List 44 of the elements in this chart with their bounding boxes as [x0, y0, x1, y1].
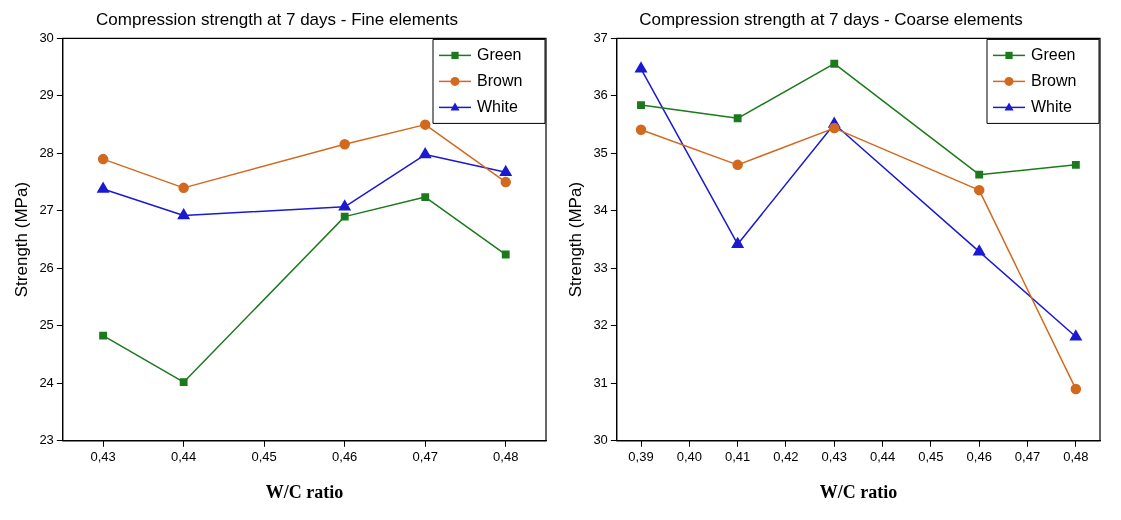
y-tick-label: 23 — [39, 432, 54, 448]
x-tick-label: 0,48 — [493, 449, 519, 465]
chart-title: Compression strength at 7 days - Fine elements — [96, 9, 458, 29]
y-tick-label: 31 — [593, 374, 608, 390]
x-axis-title: W/C ratio — [819, 481, 898, 502]
legend-label: Brown — [477, 71, 523, 89]
legend-label: White — [1031, 97, 1072, 115]
x-tick-label: 0,40 — [676, 449, 702, 465]
x-tick-label: 0,46 — [966, 449, 992, 465]
x-axis-title: W/C ratio — [265, 481, 344, 502]
y-tick-label: 34 — [593, 202, 608, 218]
x-tick-label: 0,44 — [869, 449, 896, 465]
y-tick-label: 27 — [39, 202, 54, 218]
y-tick-label: 24 — [39, 374, 54, 390]
y-axis-title: Strength (MPa) — [565, 181, 585, 298]
y-tick-label: 36 — [593, 87, 608, 103]
y-tick-label: 26 — [39, 259, 54, 275]
x-tick-label: 0,46 — [332, 449, 358, 465]
legend-label: Green — [1031, 45, 1076, 63]
x-tick-label: 0,42 — [773, 449, 799, 465]
y-axis-title: Strength (MPa) — [11, 181, 31, 298]
y-tick-label: 30 — [39, 29, 54, 45]
legend-label: White — [477, 97, 518, 115]
x-tick-label: 0,43 — [90, 449, 116, 465]
y-tick-label: 35 — [593, 144, 608, 160]
y-tick-label: 37 — [593, 29, 608, 45]
legend-label: Green — [477, 45, 522, 63]
x-tick-label: 0,48 — [1063, 449, 1089, 465]
x-tick-label: 0,43 — [821, 449, 847, 465]
x-tick-label: 0,47 — [412, 449, 438, 465]
chart-title: Compression strength at 7 days - Coarse elements — [639, 9, 1023, 29]
y-tick-label: 25 — [39, 317, 54, 333]
legend-label: Brown — [1031, 71, 1077, 89]
x-tick-label: 0,47 — [1014, 449, 1041, 465]
x-tick-label: 0,44 — [170, 449, 197, 465]
y-tick-label: 33 — [593, 259, 608, 275]
x-tick-label: 0,45 — [251, 449, 277, 465]
y-tick-label: 32 — [593, 317, 608, 333]
y-tick-label: 30 — [593, 432, 608, 448]
x-tick-label: 0,39 — [628, 449, 654, 465]
x-tick-label: 0,41 — [724, 449, 751, 465]
x-tick-label: 0,45 — [918, 449, 944, 465]
y-tick-label: 28 — [39, 144, 54, 160]
y-tick-label: 29 — [39, 87, 54, 103]
